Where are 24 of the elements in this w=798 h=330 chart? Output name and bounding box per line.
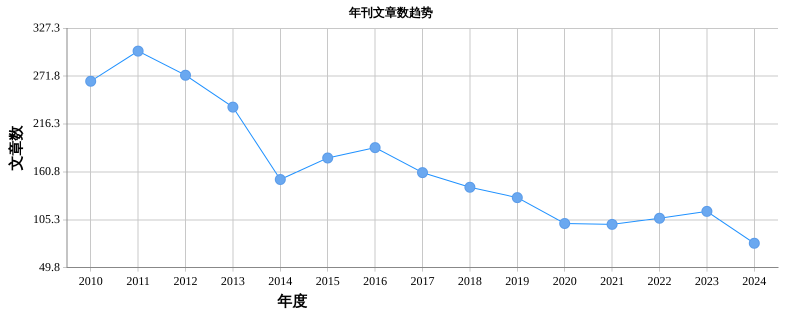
x-tick-label: 2019: [505, 274, 530, 288]
x-tick-label: 2015: [316, 274, 340, 288]
x-tick-label: 2022: [648, 274, 672, 288]
y-tick-label: 160.8: [33, 164, 60, 178]
x-tick-label: 2023: [694, 274, 719, 288]
y-axis-title: 文章数: [7, 124, 26, 172]
y-tick-label: 327.3: [33, 20, 60, 35]
x-tick-label: 2013: [220, 274, 245, 288]
x-tick-label: 2024: [742, 274, 766, 288]
x-tick-label: 2014: [268, 274, 292, 288]
y-tick-label: 216.3: [33, 116, 60, 130]
x-tick-label: 2016: [363, 274, 388, 288]
x-tick-label: 2021: [600, 274, 624, 288]
x-axis-title: 年度: [276, 292, 308, 310]
x-tick-label: 2012: [174, 274, 198, 288]
y-tick-label: 49.8: [39, 260, 60, 274]
chart-title: 年刊文章数趋势: [348, 6, 433, 20]
y-tick-label: 271.8: [33, 68, 60, 82]
x-tick-label: 2018: [458, 274, 482, 288]
x-tick-label: 2020: [552, 274, 577, 288]
x-tick-label: 2010: [78, 274, 103, 288]
x-tick-label: 2017: [410, 274, 434, 288]
x-tick-label: 2011: [126, 274, 150, 288]
y-tick-label: 105.3: [33, 212, 60, 226]
